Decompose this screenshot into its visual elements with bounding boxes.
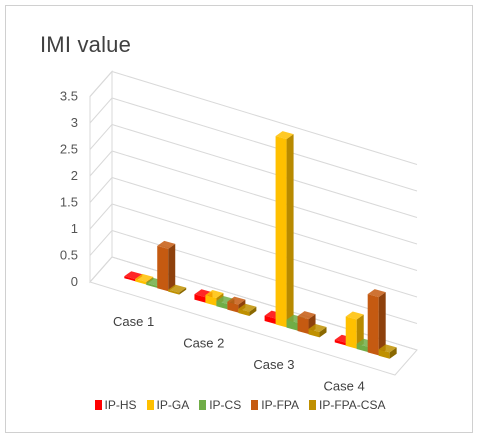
gridline (89, 229, 418, 324)
y-tick-label: 2 (71, 168, 78, 183)
bar (275, 131, 294, 328)
y-tick-label: 1 (71, 221, 78, 236)
bar (378, 344, 397, 359)
category-label: Case 3 (253, 357, 294, 372)
y-tick-label: 3 (71, 115, 78, 130)
legend-swatch (199, 400, 207, 410)
category-label: Case 2 (183, 335, 224, 350)
legend-swatch (309, 400, 317, 410)
legend-item: IP-CS (199, 398, 241, 412)
gridline (89, 150, 418, 245)
legend-swatch (94, 400, 102, 410)
chart-title: IMI value (40, 32, 132, 57)
bar (367, 289, 386, 356)
legend: IP-HS IP-GA IP-CS IP-FPA IP-FPA-CSA (0, 398, 480, 412)
y-tick-label: 3.5 (60, 89, 78, 104)
bar (135, 273, 154, 285)
legend-item: IP-FPA-CSA (309, 398, 385, 412)
y-tick-label: 0 (71, 274, 78, 289)
gridline (89, 176, 418, 271)
legend-label: IP-HS (104, 398, 137, 412)
y-tick-label: 0.5 (60, 248, 78, 263)
legend-item: IP-FPA (251, 398, 299, 412)
bar (168, 284, 187, 295)
legend-label: IP-FPA (261, 398, 300, 412)
gridline (89, 97, 418, 192)
legend-label: IP-FPA-CSA (319, 398, 386, 412)
gridline (89, 70, 418, 165)
bar (238, 303, 257, 316)
legend-item: IP-GA (146, 398, 190, 412)
y-tick-label: 2.5 (60, 142, 78, 157)
gridline (89, 203, 418, 298)
bar (308, 324, 327, 338)
gridline (89, 123, 418, 218)
legend-item: IP-HS (94, 398, 137, 412)
legend-label: IP-CS (209, 398, 242, 412)
legend-swatch (251, 400, 259, 410)
legend-swatch (146, 400, 154, 410)
y-tick-label: 1.5 (60, 195, 78, 210)
bar (157, 240, 176, 292)
category-label: Case 4 (323, 378, 364, 393)
category-label: Case 1 (113, 314, 154, 329)
bar (345, 311, 364, 349)
legend-label: IP-GA (156, 398, 190, 412)
side-wall (89, 70, 113, 284)
